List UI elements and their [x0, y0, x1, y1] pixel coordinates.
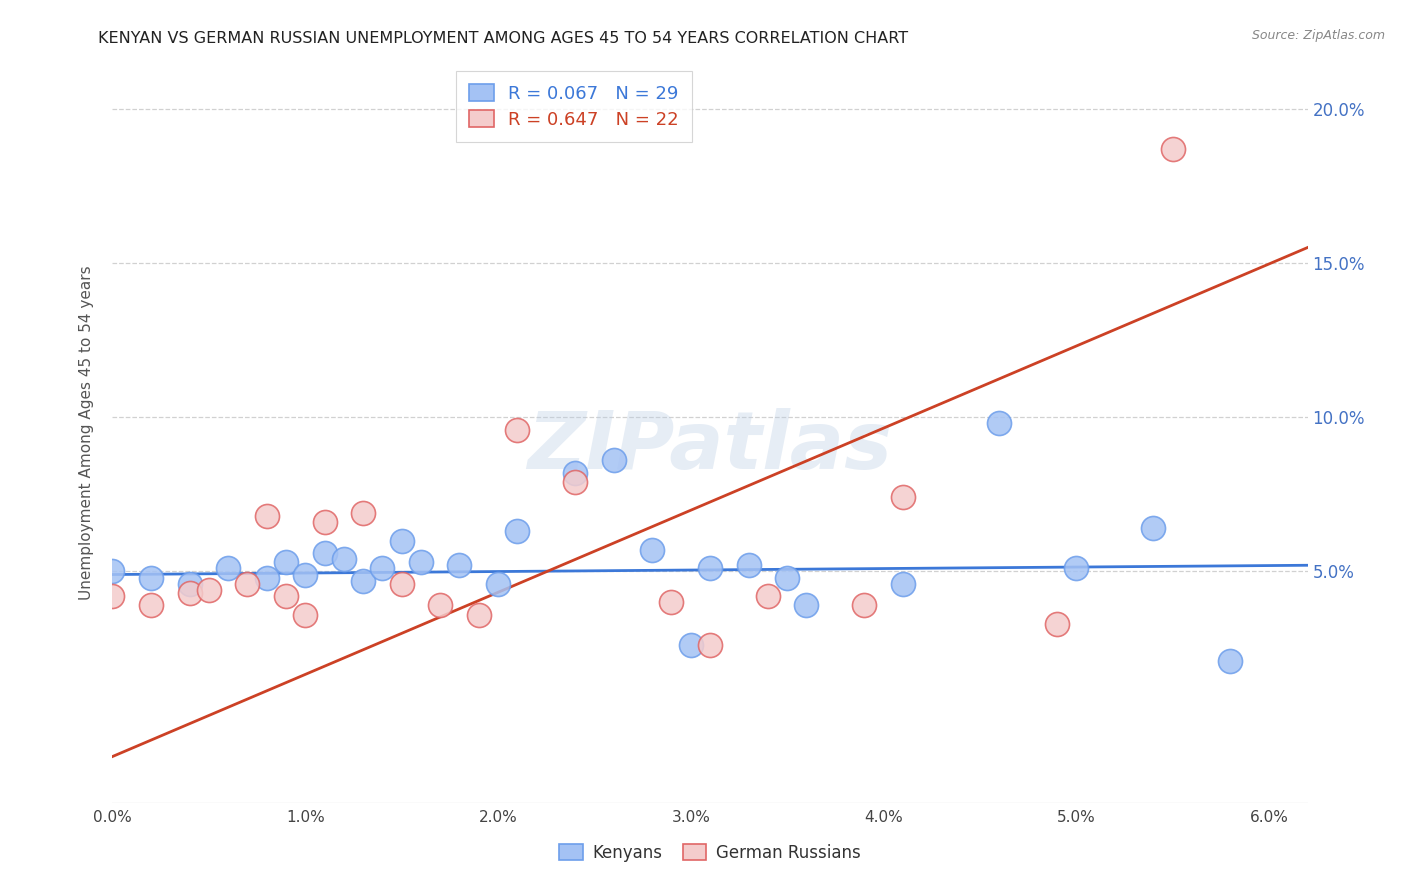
- Point: [1219, 654, 1241, 668]
- Point: [988, 417, 1011, 431]
- Point: [256, 571, 278, 585]
- Point: [602, 453, 624, 467]
- Point: [409, 555, 432, 569]
- Point: [352, 506, 374, 520]
- Point: [756, 589, 779, 603]
- Point: [564, 475, 586, 489]
- Point: [796, 599, 818, 613]
- Point: [661, 595, 683, 609]
- Point: [891, 576, 914, 591]
- Point: [333, 552, 356, 566]
- Point: [236, 576, 259, 591]
- Point: [274, 555, 297, 569]
- Point: [179, 586, 201, 600]
- Point: [486, 576, 509, 591]
- Point: [371, 561, 394, 575]
- Point: [506, 524, 529, 539]
- Point: [391, 576, 413, 591]
- Point: [467, 607, 489, 622]
- Text: Source: ZipAtlas.com: Source: ZipAtlas.com: [1251, 29, 1385, 42]
- Point: [699, 639, 721, 653]
- Point: [101, 565, 124, 579]
- Point: [294, 567, 316, 582]
- Point: [217, 561, 239, 575]
- Point: [506, 423, 529, 437]
- Point: [449, 558, 471, 573]
- Point: [294, 607, 316, 622]
- Text: KENYAN VS GERMAN RUSSIAN UNEMPLOYMENT AMONG AGES 45 TO 54 YEARS CORRELATION CHAR: KENYAN VS GERMAN RUSSIAN UNEMPLOYMENT AM…: [98, 31, 908, 46]
- Point: [274, 589, 297, 603]
- Point: [352, 574, 374, 588]
- Point: [1142, 521, 1164, 535]
- Point: [314, 546, 336, 560]
- Point: [179, 576, 201, 591]
- Text: ZIPatlas: ZIPatlas: [527, 409, 893, 486]
- Point: [891, 491, 914, 505]
- Point: [776, 571, 799, 585]
- Point: [564, 466, 586, 480]
- Point: [314, 515, 336, 529]
- Y-axis label: Unemployment Among Ages 45 to 54 years: Unemployment Among Ages 45 to 54 years: [79, 265, 94, 600]
- Point: [1064, 561, 1087, 575]
- Point: [198, 582, 221, 597]
- Point: [853, 599, 876, 613]
- Point: [429, 599, 451, 613]
- Legend: Kenyans, German Russians: Kenyans, German Russians: [553, 838, 868, 869]
- Point: [256, 508, 278, 523]
- Point: [641, 542, 664, 557]
- Point: [1161, 142, 1184, 156]
- Point: [679, 639, 702, 653]
- Point: [139, 571, 162, 585]
- Point: [139, 599, 162, 613]
- Point: [391, 533, 413, 548]
- Point: [101, 589, 124, 603]
- Point: [1046, 616, 1069, 631]
- Point: [699, 561, 721, 575]
- Point: [737, 558, 759, 573]
